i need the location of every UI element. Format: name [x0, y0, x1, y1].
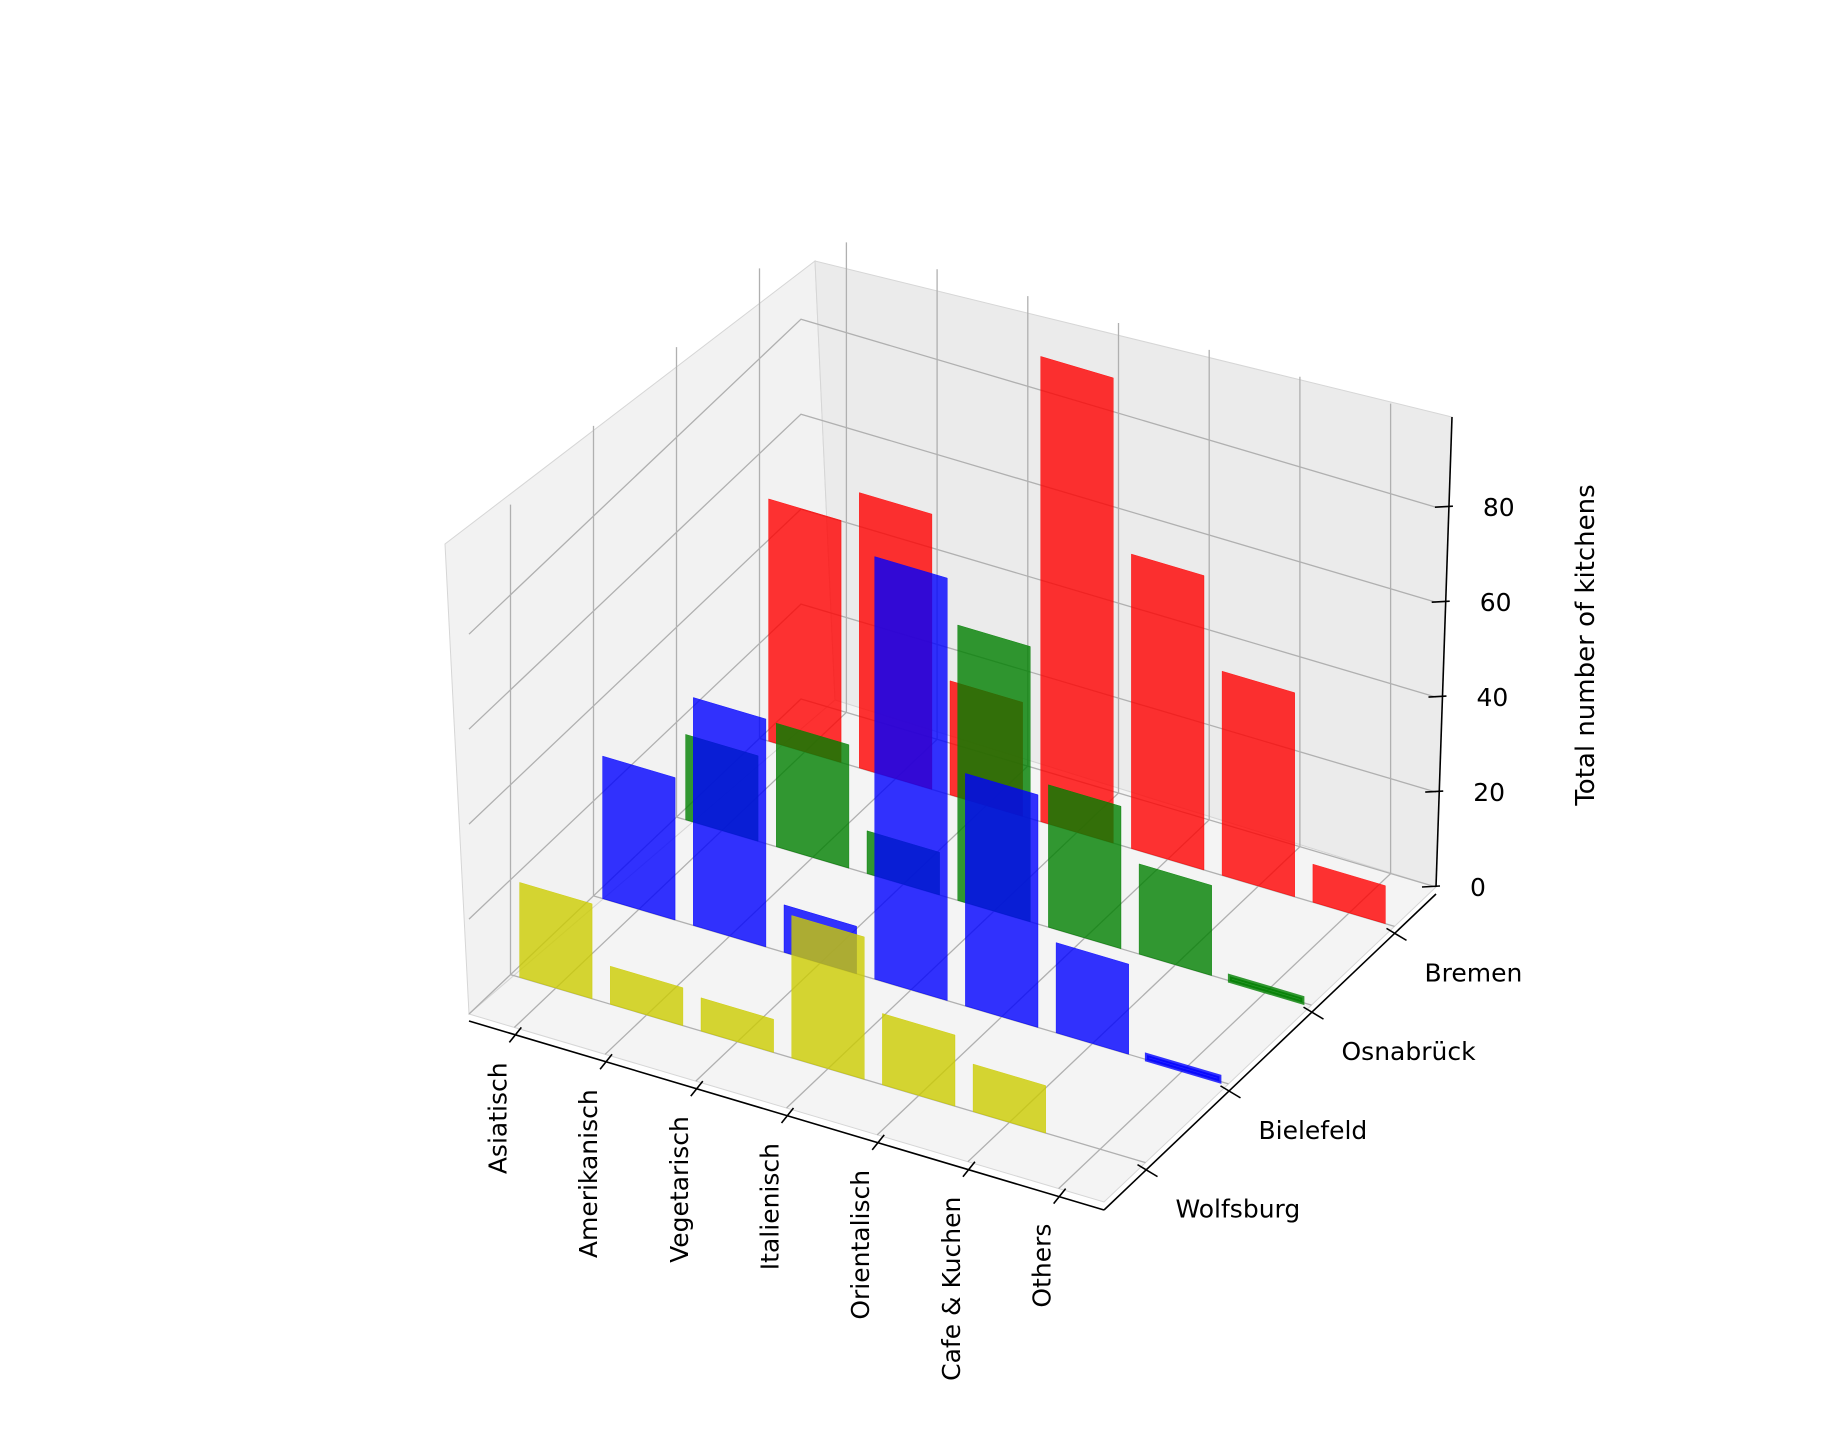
bar	[776, 722, 850, 869]
x-tick-label: Orientalisch	[846, 1170, 875, 1320]
z-tick	[1428, 695, 1447, 698]
z-tick-label: 40	[1477, 683, 1509, 712]
z-axis-label: Total number of kitchens	[1571, 484, 1601, 806]
bar	[882, 1013, 956, 1107]
bar	[1221, 670, 1295, 898]
y-tick	[1220, 1085, 1241, 1099]
bar	[1048, 784, 1122, 950]
bar	[610, 965, 684, 1027]
x-tick-label: Italienisch	[756, 1143, 785, 1270]
bar	[874, 556, 948, 1001]
bars	[519, 356, 1386, 1134]
z-tick-label: 20	[1473, 778, 1505, 807]
bar	[700, 997, 774, 1053]
x-tick-label: Asiatisch	[483, 1062, 512, 1174]
x-tick	[599, 1053, 613, 1070]
y-tick-label: Bielefeld	[1259, 1116, 1368, 1145]
z-tick-label: 60	[1480, 588, 1512, 617]
series-wolfsburg	[519, 882, 1046, 1134]
bar	[1144, 1052, 1222, 1084]
x-tick-label: Amerikanisch	[574, 1089, 603, 1258]
y-tick-label: Osnabrück	[1342, 1037, 1477, 1066]
y-tick-label: Wolfsburg	[1176, 1195, 1301, 1224]
bar	[602, 755, 676, 921]
x-tick	[871, 1134, 885, 1151]
x-tick-label: Vegetarisch	[665, 1116, 694, 1263]
x-tick	[1053, 1188, 1067, 1205]
bar	[1040, 356, 1114, 844]
bar	[965, 773, 1039, 1028]
x-tick	[780, 1107, 795, 1124]
x-tick-label: Cafe & Kuchen	[937, 1197, 966, 1381]
bar	[693, 697, 767, 948]
x-tick	[962, 1161, 976, 1178]
bar	[1055, 942, 1129, 1055]
z-tick	[1431, 600, 1450, 603]
bar	[791, 915, 865, 1080]
x-tick-label: Others	[1028, 1224, 1057, 1308]
bar	[1312, 863, 1386, 925]
z-tick	[1425, 790, 1444, 793]
bar	[519, 882, 593, 1000]
grid-line-z	[468, 318, 1437, 635]
y-tick	[1386, 927, 1407, 942]
bar	[1131, 553, 1205, 871]
bar	[1138, 863, 1212, 976]
z-tick-label: 80	[1483, 493, 1515, 522]
y-axis-line	[1103, 893, 1437, 1211]
tick-labels: Asiatisch Amerikanisch Vegetarisch Italieni…	[483, 493, 1522, 1381]
y-tick	[1303, 1006, 1324, 1020]
bar	[972, 1063, 1046, 1134]
z-axis-line	[1435, 416, 1453, 888]
x-tick	[508, 1026, 522, 1043]
bar	[768, 498, 842, 763]
z-tick	[1434, 505, 1453, 509]
x-tick	[690, 1080, 704, 1097]
z-tick-label: 0	[1470, 873, 1486, 902]
grid-line-z	[468, 413, 1437, 730]
bar	[1227, 973, 1305, 1006]
z-tick	[1421, 885, 1441, 888]
y-tick-label: Bremen	[1425, 958, 1523, 987]
y-tick	[1137, 1163, 1158, 1178]
